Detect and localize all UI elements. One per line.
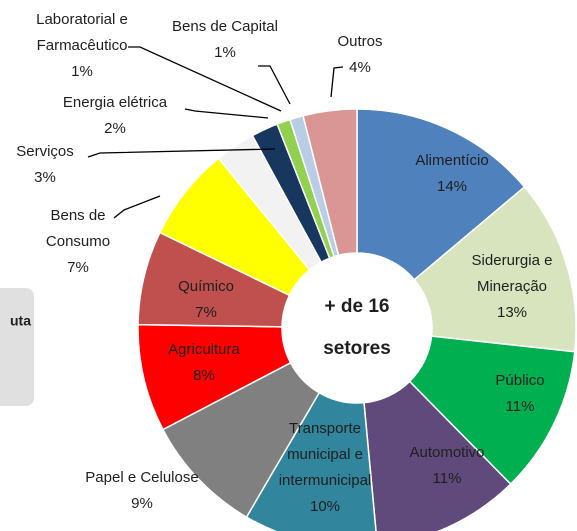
slice-value-label: 8% bbox=[193, 367, 215, 384]
leader-line bbox=[128, 46, 282, 112]
slice-value-label: 13% bbox=[497, 304, 527, 321]
side-box bbox=[0, 288, 34, 406]
slice-value-label: 14% bbox=[437, 178, 467, 195]
slice-label: Bens de Capital bbox=[172, 18, 278, 35]
slice-value-label: 7% bbox=[195, 304, 217, 321]
slice-label: Automotivo bbox=[409, 444, 484, 461]
slice-value-label: 10% bbox=[310, 498, 340, 515]
slice-label: Siderurgia e Mineração bbox=[472, 252, 553, 295]
slice-value-label: 1% bbox=[214, 44, 236, 61]
slice-value-label: 11% bbox=[433, 470, 462, 487]
donut-slice bbox=[413, 185, 577, 353]
slice-label: Laboratorial e Farmacêutico bbox=[36, 11, 128, 54]
donut-slice bbox=[302, 108, 358, 257]
leader-line bbox=[113, 195, 161, 219]
leader-line bbox=[330, 66, 344, 98]
slice-label: Energia elétrica bbox=[63, 94, 168, 111]
leader-line bbox=[184, 108, 269, 119]
slice-label: Papel e Celulose bbox=[85, 469, 198, 486]
leader-line bbox=[258, 65, 291, 105]
slice-label: Alimentício bbox=[415, 152, 488, 169]
donut-slice bbox=[408, 335, 576, 486]
slice-value-label: 4% bbox=[349, 59, 371, 76]
slice-label: Agricultura bbox=[168, 341, 240, 358]
slice-value-label: 9% bbox=[131, 495, 153, 512]
slice-value-label: 3% bbox=[34, 169, 56, 186]
slice-value-label: 7% bbox=[67, 259, 89, 276]
donut-slice bbox=[245, 391, 377, 531]
donut-slice bbox=[363, 380, 512, 531]
slice-label: Transporte municipal e intermunicipal bbox=[279, 420, 372, 489]
slice-label: Bens de Consumo bbox=[46, 207, 110, 250]
slice-label: Outros bbox=[337, 33, 382, 50]
slice-label: Público bbox=[495, 372, 544, 389]
slice-label: Serviços bbox=[16, 143, 74, 160]
slice-value-label: 1% bbox=[71, 63, 93, 80]
center-label: + de 16 setores bbox=[323, 296, 391, 359]
slice-value-label: 2% bbox=[104, 120, 126, 137]
slice-value-label: 11% bbox=[506, 398, 535, 415]
slice-label: Químico bbox=[178, 278, 234, 295]
leader-line bbox=[87, 148, 276, 158]
donut-slice bbox=[356, 108, 526, 281]
side-box-text: uta bbox=[10, 313, 31, 329]
